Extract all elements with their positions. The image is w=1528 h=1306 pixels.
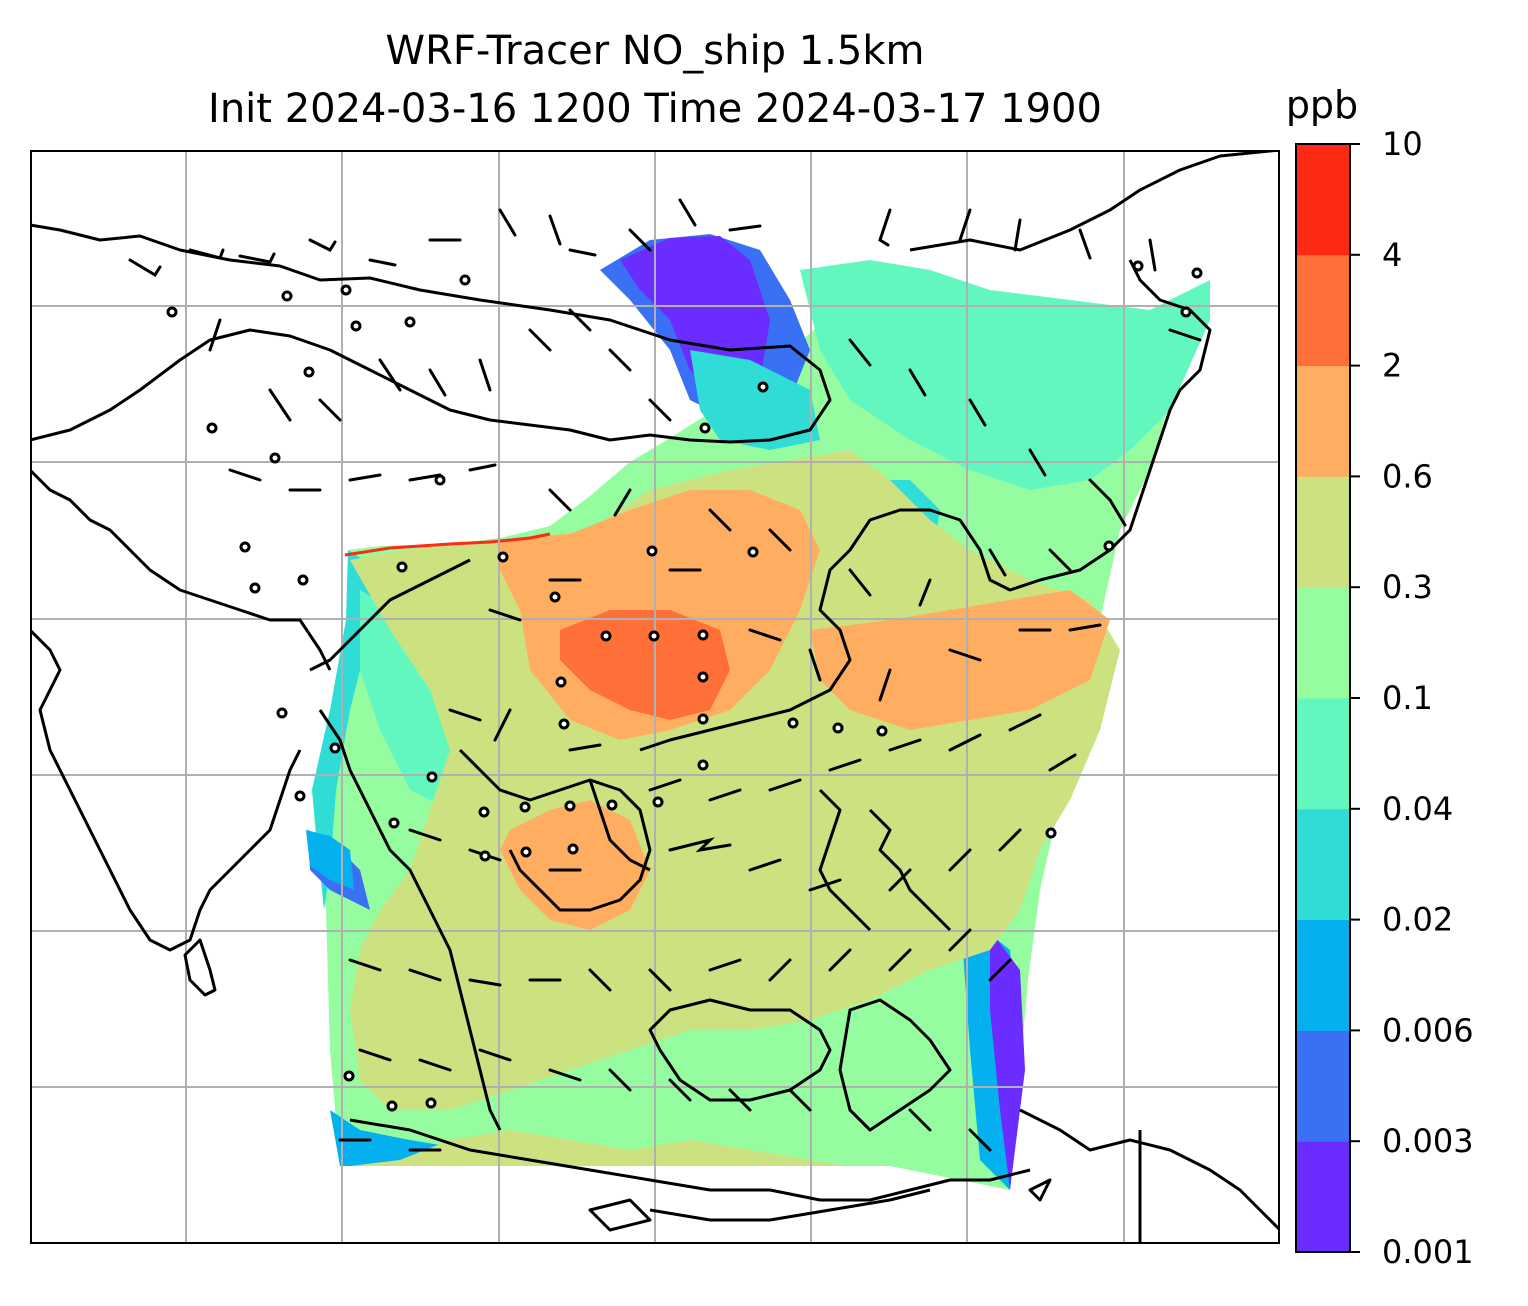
colorbar-tick-label: 2 bbox=[1382, 347, 1402, 385]
coastlines bbox=[30, 150, 1280, 1244]
colorbar-tick-label: 0.1 bbox=[1382, 679, 1433, 717]
colorbar-tick-label: 0.04 bbox=[1382, 790, 1453, 828]
colorbar-tick-label: 0.003 bbox=[1382, 1122, 1474, 1160]
map-panel bbox=[30, 150, 1280, 1244]
colorbar-segment bbox=[1296, 698, 1350, 810]
colorbar-segment bbox=[1296, 1030, 1350, 1142]
colorbar-ticks: 0.001 0.003 0.006 0.02 0.04 0.1 0.3 0.6 2 4 10 bbox=[1350, 125, 1474, 1271]
map-title-line-1: WRF-Tracer NO_ship 1.5km bbox=[385, 28, 925, 74]
colorbar: ppb 0.001 0.003 0.006 0.02 0.04 0.1 0.3 0.6 2 4 10 bbox=[1286, 83, 1474, 1271]
colorbar-unit-label: ppb bbox=[1286, 83, 1358, 127]
colorbar-tick-label: 0.02 bbox=[1382, 901, 1453, 939]
wind-barbs bbox=[128, 198, 1202, 1152]
tracer-concentration-field bbox=[306, 234, 1210, 1190]
colorbar-segment bbox=[1296, 1141, 1350, 1253]
colorbar-tick-label: 10 bbox=[1382, 125, 1423, 163]
map-title-line-2: Init 2024-03-16 1200 Time 2024-03-17 190… bbox=[208, 86, 1102, 132]
map-gridlines bbox=[30, 150, 1280, 1244]
colorbar-segment bbox=[1296, 144, 1350, 256]
colorbar-tick-label: 0.3 bbox=[1382, 568, 1433, 606]
calm-wind-markers bbox=[166, 260, 1203, 1112]
colorbar-tick-label: 0.001 bbox=[1382, 1233, 1474, 1271]
colorbar-segments bbox=[1296, 144, 1350, 1253]
colorbar-tick-label: 0.006 bbox=[1382, 1011, 1474, 1049]
colorbar-segment bbox=[1296, 919, 1350, 1031]
colorbar-segment bbox=[1296, 587, 1350, 699]
colorbar-tick-label: 4 bbox=[1382, 236, 1402, 274]
colorbar-tick-label: 0.6 bbox=[1382, 457, 1433, 495]
colorbar-segment bbox=[1296, 254, 1350, 367]
colorbar-segment bbox=[1296, 808, 1350, 921]
colorbar-segment bbox=[1296, 476, 1350, 588]
colorbar-segment bbox=[1296, 365, 1350, 477]
